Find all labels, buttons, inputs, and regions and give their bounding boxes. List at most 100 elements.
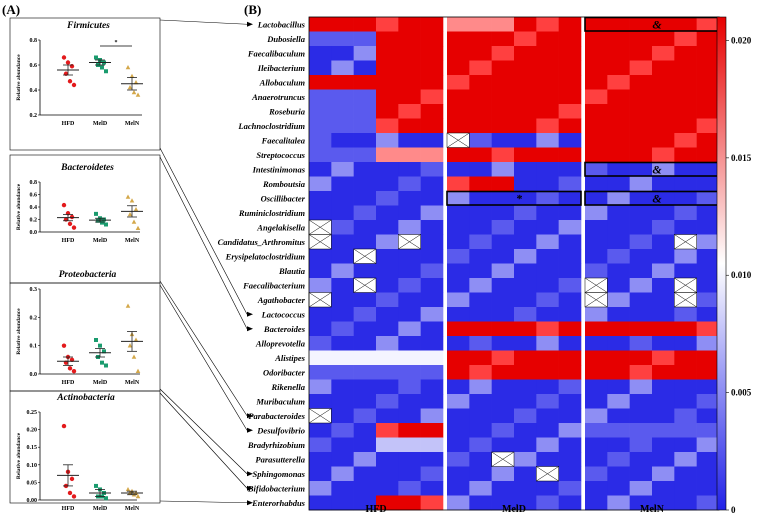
heatmap-cell: [353, 437, 377, 453]
heatmap-cell: [652, 104, 675, 119]
y-tick-label: 0.05: [27, 480, 38, 486]
data-point: [96, 218, 100, 223]
heatmap-cell: [376, 89, 399, 105]
heatmap-cell: [585, 437, 608, 453]
heatmap-cell: [469, 17, 492, 32]
heatmap-cell: [696, 118, 720, 134]
row-label: Faecalibacterium: [242, 280, 305, 290]
colorbar-tick-label: 0.020: [731, 35, 752, 45]
heatmap-cell: [331, 205, 354, 221]
heatmap-cell: [607, 263, 630, 279]
heatmap-cell: [696, 365, 720, 380]
row-label: Dubosiella: [266, 34, 306, 44]
heatmap-cell: [420, 249, 444, 264]
data-point: [65, 60, 71, 65]
heatmap-cell: [607, 321, 630, 337]
heatmap-cell: [607, 336, 630, 351]
row-label: Angelakisella: [256, 222, 305, 232]
missing-cell-cross: [536, 466, 559, 482]
heatmap-cell: [652, 46, 675, 61]
heatmap-cell: [376, 394, 399, 409]
heatmap-cell: [585, 481, 608, 496]
heatmap-cell: [469, 350, 492, 366]
heatmap-cell: [696, 60, 720, 76]
heatmap-cell: [652, 205, 675, 221]
heatmap-cell: [398, 278, 421, 293]
heatmap-cell: [376, 423, 399, 438]
heatmap-cell: [420, 452, 444, 467]
heatmap-cell: [353, 75, 377, 90]
row-label: Enterorhabdus: [251, 498, 306, 508]
heatmap-cell: [309, 118, 332, 134]
heatmap-cell: [491, 292, 515, 308]
heatmap-row-bacteroides: Bacteroides: [263, 321, 720, 337]
missing-cell-cross: [308, 408, 332, 424]
heatmap-cell: [585, 379, 608, 395]
significance-mark: *: [516, 191, 523, 205]
y-tick-label: 0.00: [27, 498, 38, 504]
heatmap-cell: [447, 481, 470, 496]
heatmap-cell: [652, 437, 675, 453]
heatmap-cell: [447, 249, 470, 264]
heatmap-cell: [491, 104, 515, 119]
heatmap-cell: [398, 365, 421, 380]
heatmap-cell: [585, 133, 608, 148]
heatmap-row-parabacteroides: Parabacteroides: [248, 408, 720, 424]
heatmap-row-lactobacillus: Lactobacillus: [257, 17, 720, 32]
y-axis-label: Relative abundance: [16, 432, 22, 479]
heatmap-cell: [353, 17, 377, 32]
heatmap-cell: [514, 481, 537, 496]
missing-cell-cross: [398, 234, 421, 250]
heatmap-cell: [353, 104, 377, 119]
heatmap-cell: [696, 350, 720, 366]
x-tick-label: MelN: [125, 121, 140, 127]
heatmap-cell: [607, 133, 630, 148]
heatmap-row-oscillibacter: Oscillibacter: [261, 191, 720, 206]
heatmap-cell: [585, 75, 608, 90]
missing-cell-cross: [674, 234, 697, 250]
heatmap-cell: [469, 321, 492, 337]
heatmap-cell: [652, 307, 675, 322]
heatmap-cell: [469, 205, 492, 221]
heatmap-cell: [398, 423, 421, 438]
heatmap-cell: [420, 89, 444, 105]
heatmap-cell: [420, 263, 444, 279]
data-point: [94, 338, 98, 342]
heatmap-cell: [514, 307, 537, 322]
heatmap-cell: [376, 278, 399, 293]
heatmap-cell: [652, 191, 675, 206]
heatmap-row-rikenella: Rikenella: [270, 379, 720, 395]
heatmap-cell: [491, 220, 515, 235]
row-label: Allobaculum: [259, 77, 306, 87]
data-point: [129, 73, 135, 79]
heatmap-cell: [398, 17, 421, 32]
heatmap-cell: [309, 350, 332, 366]
heatmap-cell: [558, 379, 582, 395]
heatmap-cell: [376, 176, 399, 192]
data-point: [102, 217, 106, 222]
heatmap-cell: [353, 452, 377, 467]
colorbar-tick-label: 0: [731, 505, 736, 515]
data-point: [129, 198, 135, 203]
heatmap-cell: [558, 46, 582, 61]
heatmap-cell: [491, 31, 515, 47]
heatmap-cell: [447, 263, 470, 279]
heatmap-cell: [376, 350, 399, 366]
heatmap-cell: [629, 176, 653, 192]
row-label: Bacteroides: [263, 324, 306, 334]
data-point: [133, 80, 139, 85]
row-label: Bifidobacterium: [247, 483, 306, 493]
heatmap-cell: [558, 350, 582, 366]
heatmap-cell: [696, 162, 720, 177]
heatmap-cell: [674, 147, 697, 163]
heatmap-cell: [536, 60, 559, 76]
heatmap-cell: [514, 263, 537, 279]
heatmap-row-candidatus_arthromitus: Candidatus_Arthromitus: [218, 234, 720, 250]
heatmap-cell: [309, 176, 332, 192]
link-line: [159, 19, 248, 25]
heatmap-cell: [491, 336, 515, 351]
heatmap-cell: [629, 292, 653, 308]
heatmap-cell: [353, 60, 377, 76]
heatmap-cell: [376, 437, 399, 453]
heatmap-cell: [309, 249, 332, 264]
